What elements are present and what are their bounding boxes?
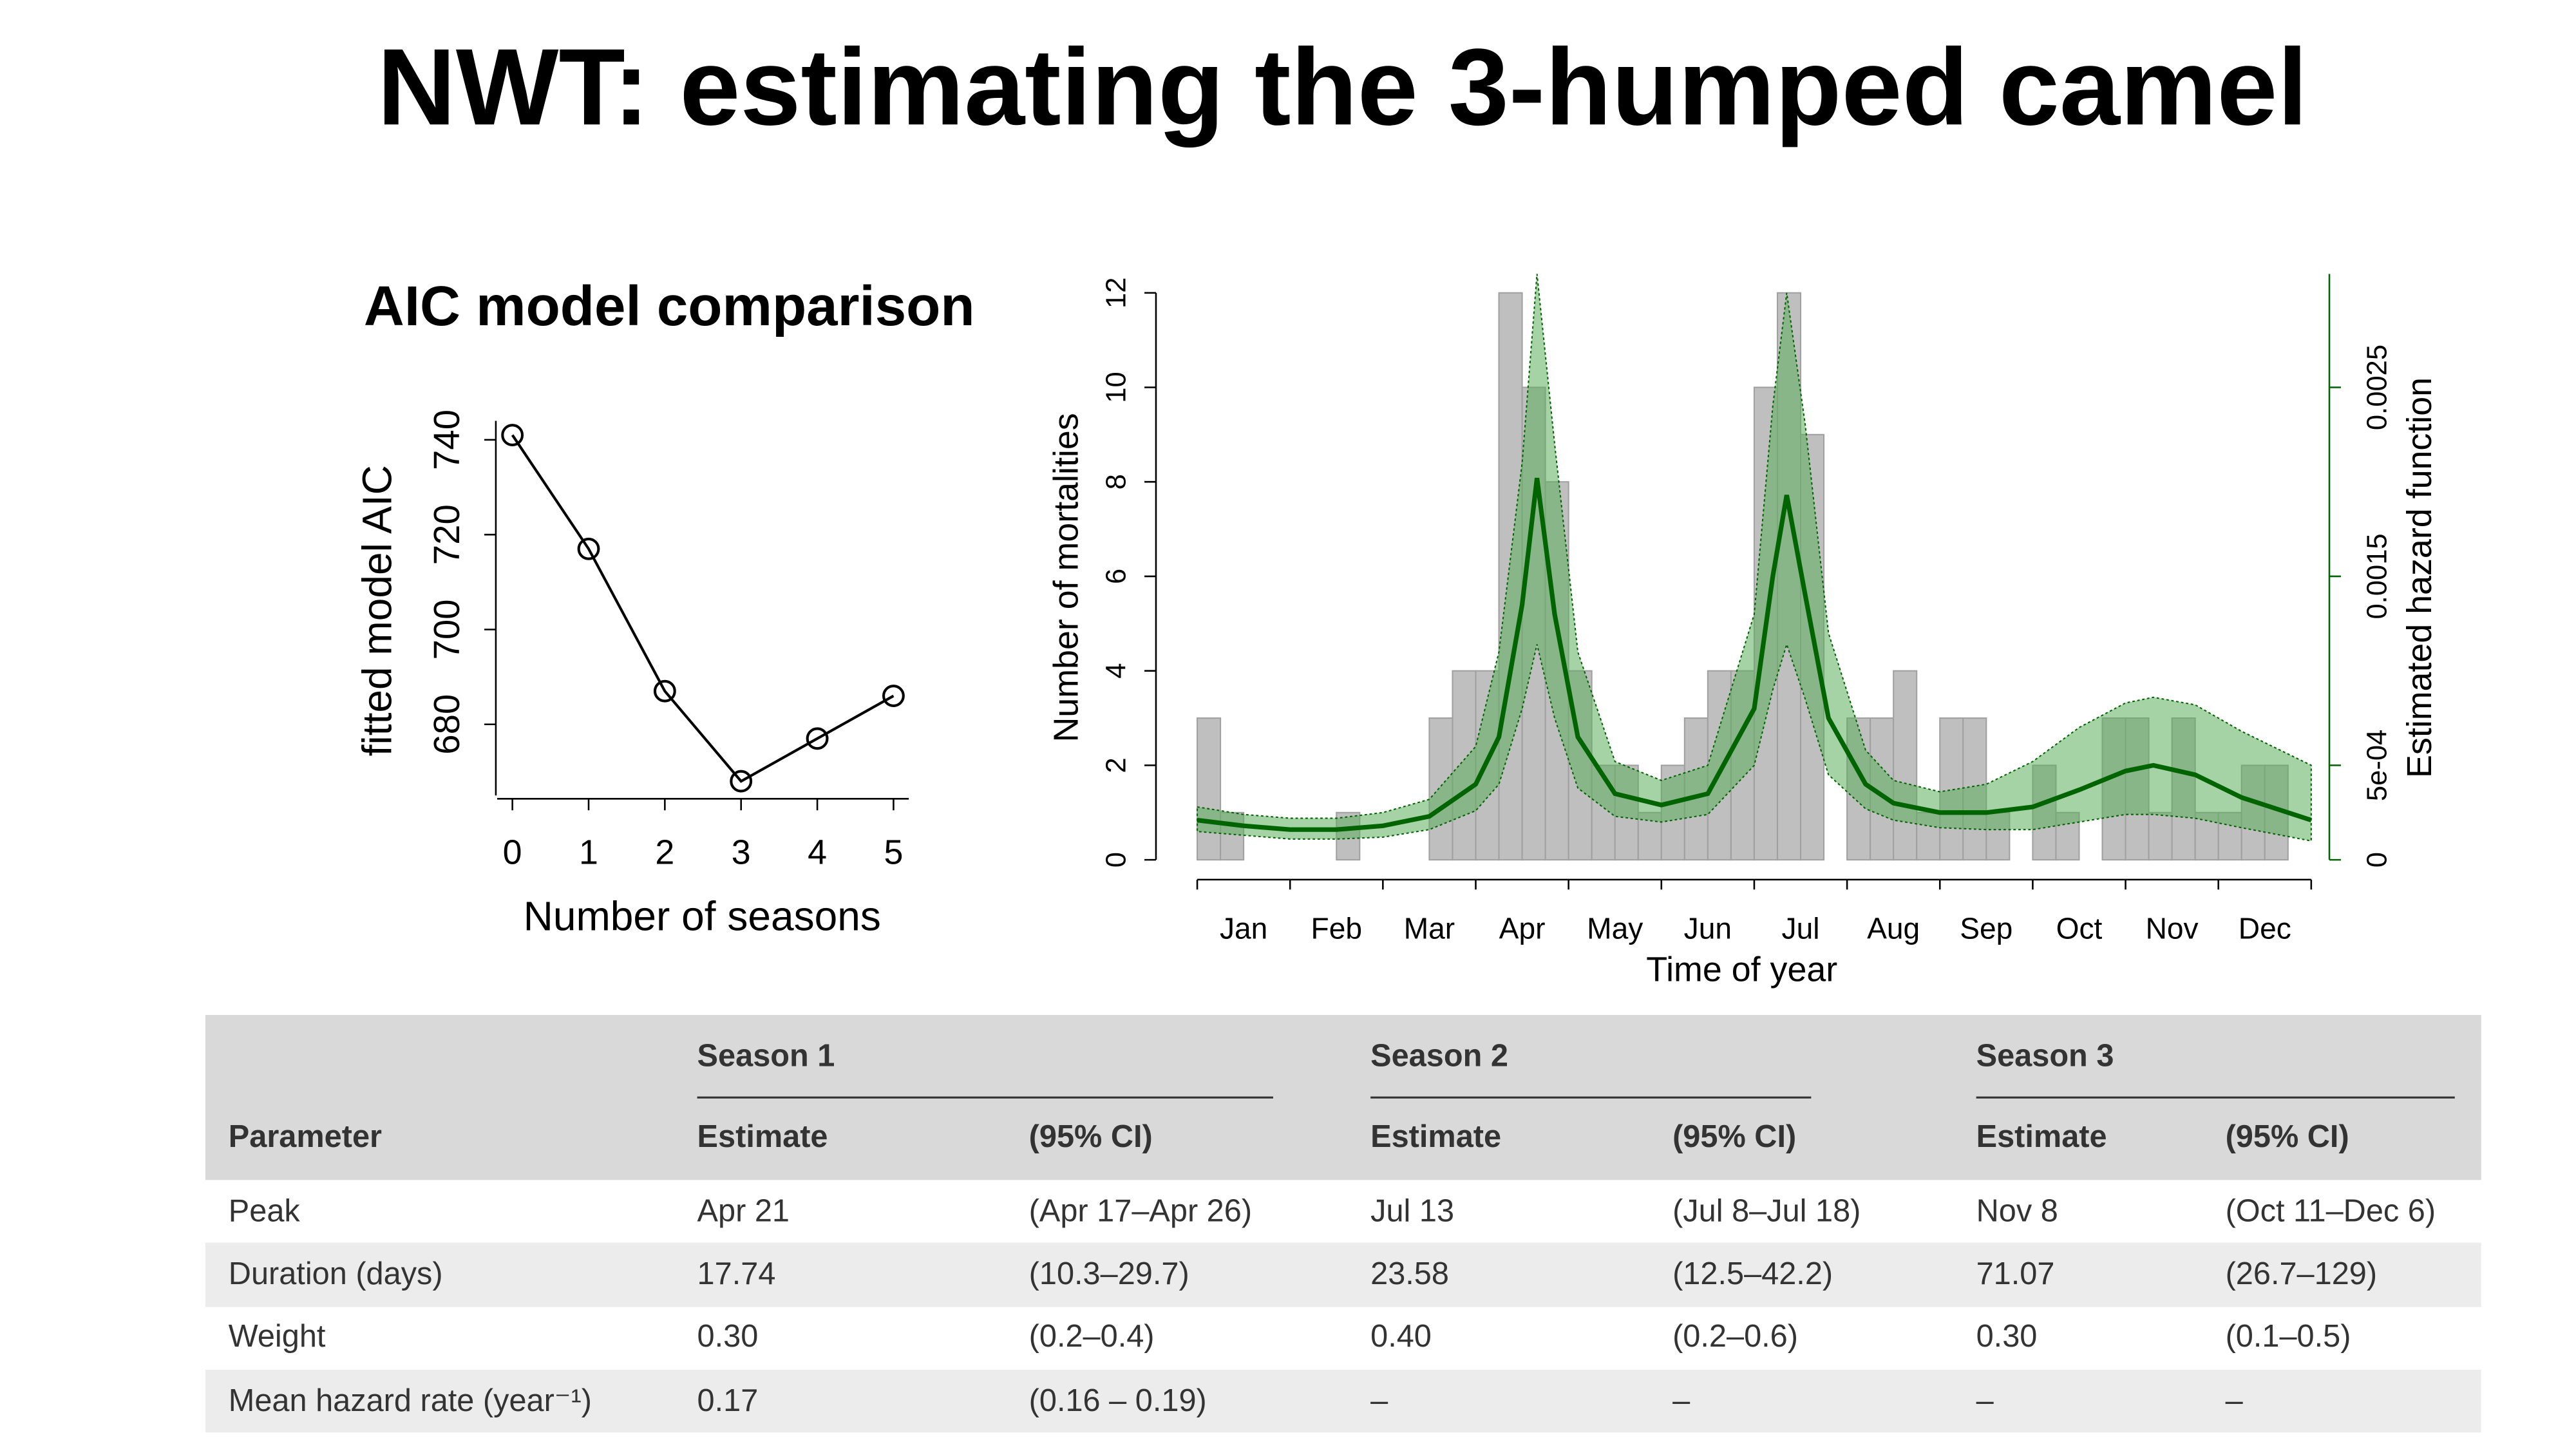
slide-title: NWT: estimating the 3-humped camel: [377, 26, 2308, 147]
y-axis-label: fitted model AIC: [354, 465, 400, 756]
table-cell: –: [1672, 1383, 1690, 1418]
x-tick-label: Mar: [1404, 912, 1455, 945]
table-cell: Peak: [229, 1193, 301, 1228]
x-tick-label: Apr: [1499, 912, 1546, 945]
aic-point: [653, 679, 676, 703]
y-tick-label: 6: [1101, 569, 1132, 584]
x-tick-label: 0: [503, 833, 522, 872]
x-tick-label: Dec: [2239, 912, 2291, 945]
table-cell: (0.2–0.4): [1029, 1319, 1155, 1354]
table-cell: (0.2–0.6): [1672, 1319, 1798, 1354]
table-cell: (26.7–129): [2226, 1256, 2378, 1291]
hazard-line: [1197, 477, 2312, 832]
y-tick-label: 680: [426, 694, 467, 755]
season-header: Season 1: [697, 1039, 835, 1074]
table-cell: (Oct 11–Dec 6): [2226, 1193, 2436, 1228]
column-header: Parameter: [229, 1119, 382, 1154]
y-tick-label: 720: [426, 504, 467, 565]
x-tick-label: 4: [808, 833, 827, 872]
x-tick-label: Jan: [1220, 912, 1267, 945]
x-axis-label: Number of seasons: [524, 893, 881, 939]
table-cell: (Apr 17–Apr 26): [1029, 1193, 1252, 1228]
row-bg: [205, 1242, 2481, 1307]
y-axis-label: Number of mortalities: [1046, 413, 1085, 742]
column-header: (95% CI): [1029, 1119, 1153, 1154]
x-tick-label: 3: [732, 833, 751, 872]
x-tick-label: 2: [655, 833, 674, 872]
y-tick-label: 12: [1101, 278, 1132, 308]
table-cell: Weight: [229, 1319, 326, 1354]
x-tick-label: Nov: [2146, 912, 2199, 945]
aic-point: [882, 685, 905, 707]
y2-tick-label: 0.0025: [2362, 345, 2392, 430]
table-cell: (10.3–29.7): [1029, 1256, 1189, 1291]
x-tick-label: Oct: [2056, 912, 2103, 945]
table-cell: (Jul 8–Jul 18): [1672, 1193, 1861, 1228]
x-tick-label: Jun: [1684, 912, 1732, 945]
table-cell: Duration (days): [229, 1256, 443, 1291]
table-cell: Jul 13: [1370, 1193, 1454, 1228]
table-cell: –: [1976, 1383, 1994, 1418]
season-header: Season 3: [1976, 1039, 2114, 1074]
chart-title: AIC model comparison: [364, 275, 975, 337]
table-cell: Nov 8: [1976, 1193, 2058, 1228]
x-tick-label: Jul: [1782, 912, 1820, 945]
bar: [1197, 717, 1222, 861]
y2-tick-label: 5e-04: [2362, 730, 2392, 801]
bar: [2148, 811, 2173, 861]
x-tick-label: 5: [884, 833, 903, 872]
column-header: Estimate: [1370, 1119, 1501, 1154]
table-cell: 0.17: [697, 1383, 759, 1418]
table-cell: Apr 21: [697, 1193, 790, 1228]
y-tick-label: 8: [1101, 474, 1132, 489]
column-header: Estimate: [697, 1119, 828, 1154]
x-tick-label: May: [1587, 912, 1643, 945]
row-bg: [205, 1369, 2481, 1433]
table-cell: 0.40: [1370, 1319, 1432, 1354]
table-cell: 0.30: [697, 1319, 759, 1354]
aic-line: [511, 434, 895, 783]
x-tick-label: Aug: [1867, 912, 1920, 945]
aic-point: [806, 727, 829, 750]
aic-point: [577, 537, 600, 560]
y-tick-label: 0: [1101, 852, 1132, 867]
table-cell: (0.1–0.5): [2226, 1319, 2351, 1354]
hazard-ci-band: [1197, 274, 2312, 842]
table-cell: Mean hazard rate (year⁻¹): [229, 1383, 592, 1418]
y-tick-label: 4: [1101, 663, 1132, 679]
x-tick-label: 1: [579, 833, 598, 872]
column-header: (95% CI): [1672, 1119, 1796, 1154]
y2-tick-label: 0: [2362, 852, 2392, 867]
x-tick-label: Feb: [1311, 912, 1362, 945]
y2-tick-label: 0.0015: [2362, 533, 2392, 619]
column-header: Estimate: [1976, 1119, 2107, 1154]
aic-point: [730, 770, 753, 793]
aic-point: [501, 424, 524, 446]
table-cell: 0.30: [1976, 1319, 2038, 1354]
table-cell: (0.16 – 0.19): [1029, 1383, 1207, 1418]
x-tick-label: Sep: [1960, 912, 2012, 945]
table-cell: 17.74: [697, 1256, 776, 1291]
y-tick-label: 10: [1101, 372, 1132, 402]
table-cell: –: [1370, 1383, 1388, 1418]
bar: [1893, 670, 1918, 861]
table-cell: 23.58: [1370, 1256, 1449, 1291]
y-tick-label: 2: [1101, 757, 1132, 773]
column-header: (95% CI): [2226, 1119, 2349, 1154]
table-cell: –: [2226, 1383, 2244, 1418]
y-tick-label: 700: [426, 599, 467, 659]
table-cell: (12.5–42.2): [1672, 1256, 1833, 1291]
season-header: Season 2: [1370, 1039, 1508, 1074]
y2-axis-label: Estimated hazard function: [2400, 377, 2439, 778]
table-cell: 71.07: [1976, 1256, 2055, 1291]
y-tick-label: 740: [426, 410, 467, 470]
x-axis-label: Time of year: [1646, 951, 1837, 989]
